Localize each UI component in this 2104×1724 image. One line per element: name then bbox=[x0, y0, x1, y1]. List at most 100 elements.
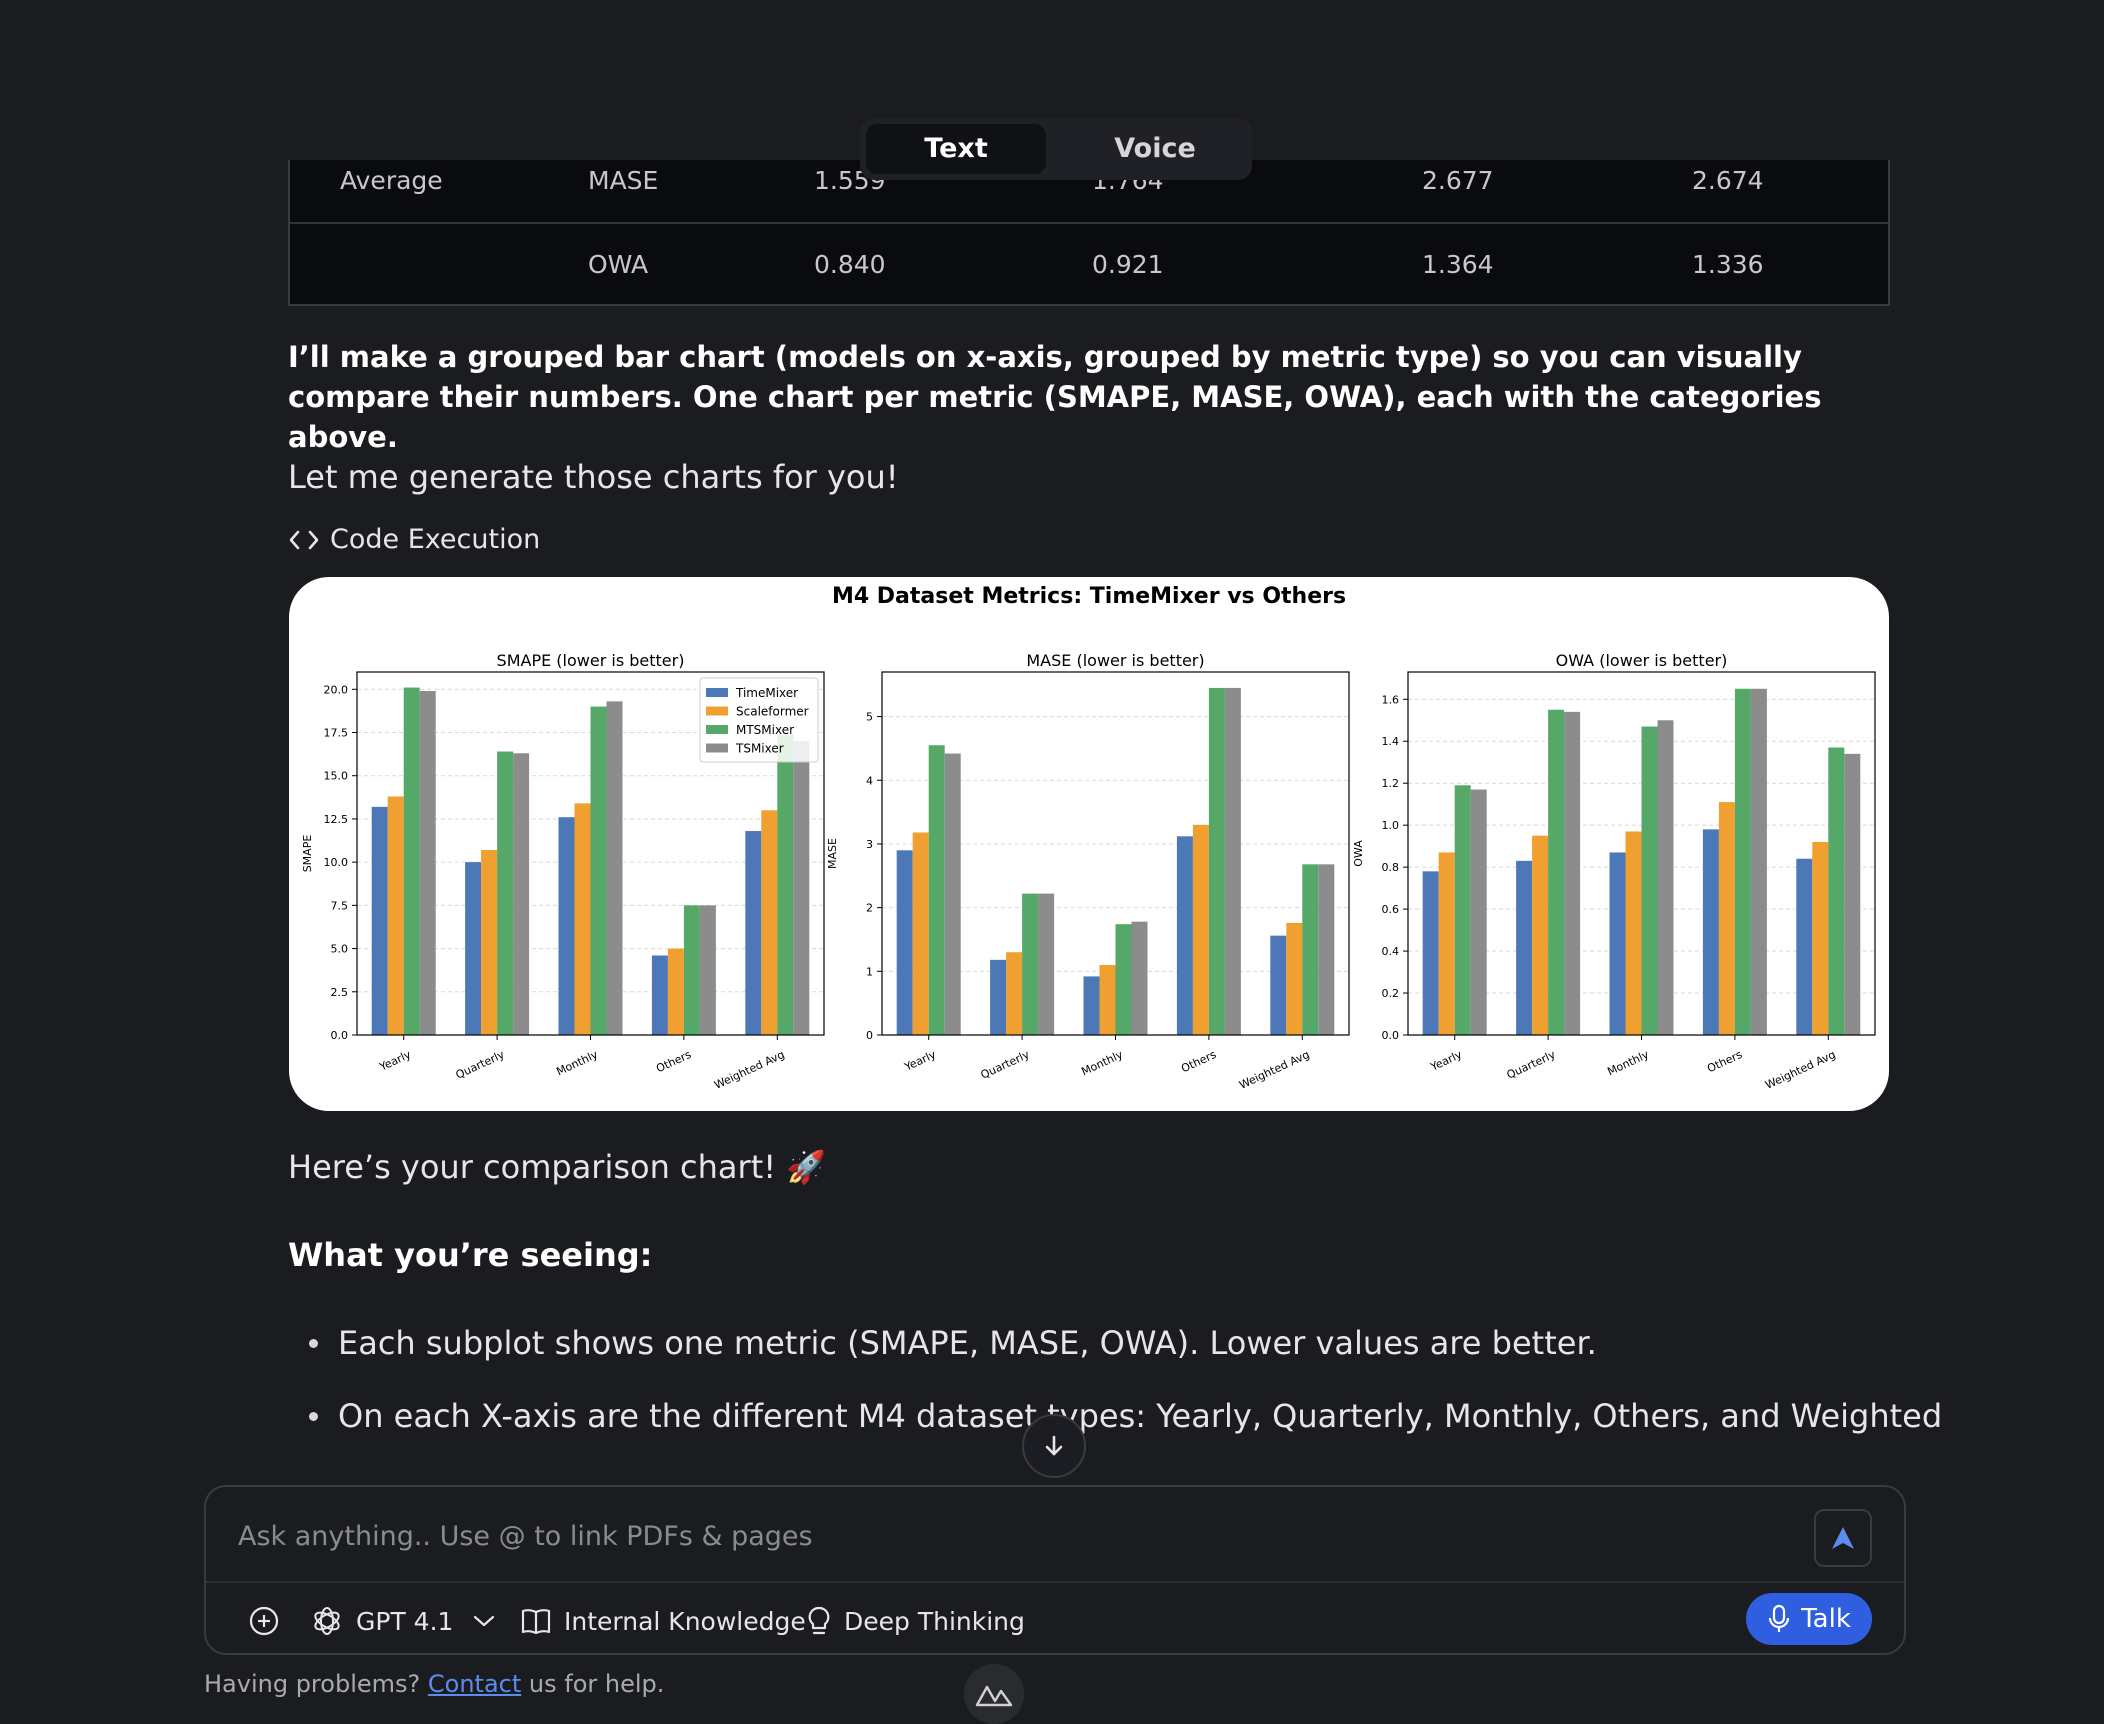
axes-frame bbox=[881, 671, 1350, 1036]
x-tick-label: Yearly bbox=[377, 1048, 414, 1074]
chat-input[interactable] bbox=[236, 1505, 1760, 1567]
y-tick-label: 20.0 bbox=[324, 683, 349, 696]
bar bbox=[513, 753, 530, 1035]
bar bbox=[1734, 688, 1751, 1035]
bar bbox=[1532, 835, 1549, 1035]
x-tick-label: Monthly bbox=[1605, 1048, 1651, 1079]
bar bbox=[928, 745, 945, 1035]
bar bbox=[1422, 871, 1439, 1035]
bar bbox=[1083, 976, 1100, 1035]
legend-label: TSMixer bbox=[735, 742, 784, 756]
text-mode-tab[interactable]: Text bbox=[866, 124, 1046, 174]
bar bbox=[1038, 893, 1055, 1035]
scroll-down-button[interactable] bbox=[1022, 1414, 1086, 1478]
y-tick-label: 1.6 bbox=[1382, 693, 1400, 706]
bar bbox=[1657, 720, 1674, 1035]
bar bbox=[1828, 747, 1845, 1035]
y-tick-label: 10.0 bbox=[324, 856, 349, 869]
bar bbox=[1286, 922, 1303, 1035]
table-cell: 1.336 bbox=[1692, 250, 1764, 279]
subplot-title: SMAPE (lower is better) bbox=[497, 651, 685, 670]
x-tick-label: Quarterly bbox=[454, 1048, 507, 1082]
talk-button[interactable]: Talk bbox=[1746, 1593, 1872, 1645]
bullet-dot bbox=[309, 1338, 318, 1348]
bar bbox=[1844, 753, 1861, 1035]
list-item: Each subplot shows one metric (SMAPE, MA… bbox=[309, 1324, 1597, 1362]
bar bbox=[1548, 709, 1565, 1035]
deep-thinking-label: Deep Thinking bbox=[844, 1606, 1025, 1636]
bar bbox=[745, 831, 762, 1035]
y-axis-label: OWA bbox=[1352, 840, 1365, 867]
add-attachment-button[interactable] bbox=[248, 1599, 292, 1643]
x-tick-label: Quarterly bbox=[979, 1048, 1032, 1082]
brand-logo-icon bbox=[975, 1685, 1013, 1707]
brand-logo bbox=[964, 1664, 1024, 1724]
table-cell: 0.921 bbox=[1092, 250, 1164, 279]
bar bbox=[1302, 864, 1319, 1035]
bar bbox=[1208, 687, 1225, 1035]
lightbulb-icon bbox=[808, 1606, 830, 1635]
chart-image: M4 Dataset Metrics: TimeMixer vs Others 0… bbox=[289, 577, 1889, 1111]
contact-link[interactable]: Contact bbox=[427, 1670, 522, 1698]
legend-label: TimeMixer bbox=[735, 686, 798, 700]
code-execution-label: Code Execution bbox=[330, 524, 541, 555]
y-tick-label: 1 bbox=[866, 965, 873, 978]
plus-circle-icon bbox=[249, 1606, 279, 1636]
list-item-text: Each subplot shows one metric (SMAPE, MA… bbox=[338, 1324, 1597, 1362]
bar bbox=[667, 948, 684, 1035]
bar bbox=[1470, 789, 1487, 1035]
talk-label: Talk bbox=[1801, 1604, 1851, 1634]
legend-swatch bbox=[706, 706, 728, 716]
bar bbox=[761, 810, 778, 1035]
table-cell: 1.364 bbox=[1422, 250, 1494, 279]
y-tick-label: 4 bbox=[866, 774, 873, 787]
x-tick-label: Yearly bbox=[1428, 1048, 1465, 1074]
y-tick-label: 0.0 bbox=[331, 1029, 349, 1042]
bar bbox=[1718, 802, 1735, 1035]
table-cell: 2.677 bbox=[1422, 166, 1494, 195]
bar bbox=[944, 753, 961, 1035]
bar bbox=[1131, 921, 1148, 1035]
send-button[interactable] bbox=[1814, 1509, 1872, 1567]
y-tick-label: 2.5 bbox=[331, 986, 349, 999]
bar bbox=[387, 796, 404, 1035]
table-cell: 0.840 bbox=[814, 250, 886, 279]
bar bbox=[419, 691, 436, 1035]
internal-knowledge-toggle[interactable]: Internal Knowledge bbox=[520, 1599, 806, 1643]
y-axis-label: SMAPE bbox=[301, 835, 314, 873]
list-item-text: On each X-axis are the different M4 data… bbox=[338, 1397, 1943, 1435]
x-tick-label: Quarterly bbox=[1505, 1048, 1558, 1082]
bar bbox=[403, 687, 420, 1035]
deep-thinking-toggle[interactable]: Deep Thinking bbox=[806, 1599, 1025, 1643]
x-tick-label: Weighted Avg bbox=[712, 1048, 786, 1092]
bar bbox=[1022, 893, 1039, 1035]
table-cell: 2.674 bbox=[1692, 166, 1764, 195]
metrics-table: Average MASE 1.559 1.764 2.677 2.674 OWA… bbox=[288, 160, 1890, 306]
model-selector[interactable]: GPT 4.1 bbox=[310, 1599, 497, 1643]
bar bbox=[990, 959, 1007, 1035]
bullet-dot bbox=[309, 1411, 318, 1421]
legend-label: MTSMixer bbox=[736, 723, 794, 737]
model-name: GPT 4.1 bbox=[356, 1606, 454, 1636]
x-tick-label: Others bbox=[1705, 1048, 1744, 1076]
bar bbox=[481, 850, 498, 1035]
y-tick-label: 5.0 bbox=[331, 943, 349, 956]
bar bbox=[497, 751, 514, 1035]
bar bbox=[371, 806, 388, 1035]
bar bbox=[1224, 687, 1241, 1035]
table-cell: OWA bbox=[588, 250, 649, 279]
x-tick-label: Monthly bbox=[554, 1048, 600, 1079]
bar bbox=[1115, 924, 1132, 1035]
voice-mode-tab[interactable]: Voice bbox=[1114, 133, 1196, 164]
legend-label: Scaleformer bbox=[736, 705, 809, 719]
bar bbox=[590, 706, 607, 1035]
chevron-down-icon bbox=[474, 1615, 495, 1627]
axes-frame bbox=[356, 671, 825, 1036]
footer-suffix: us for help. bbox=[528, 1670, 665, 1698]
y-tick-label: 0.2 bbox=[1382, 987, 1400, 1000]
y-tick-label: 0 bbox=[866, 1029, 873, 1042]
bar bbox=[1609, 852, 1626, 1035]
legend-swatch bbox=[706, 743, 728, 753]
bar bbox=[1564, 711, 1581, 1035]
code-execution-toggle[interactable]: Code Execution bbox=[288, 524, 540, 555]
